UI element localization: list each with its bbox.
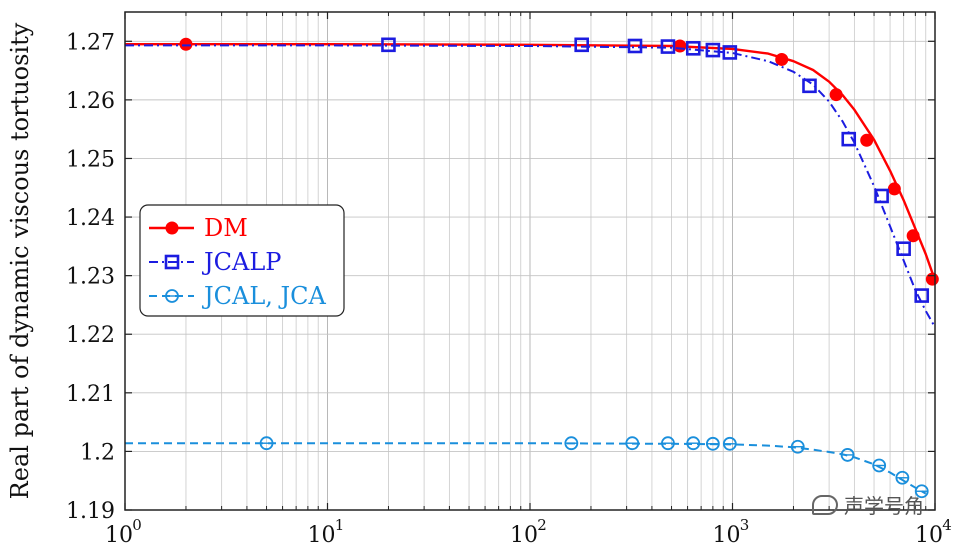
data-point: [179, 37, 193, 51]
x-tick-label: 10: [510, 523, 538, 548]
data-point: [887, 182, 901, 196]
legend-marker: [164, 254, 180, 270]
data-point: [259, 436, 274, 451]
data-point: [381, 37, 396, 53]
data-point: [790, 439, 805, 454]
watermark: 声学号角: [812, 490, 924, 519]
plot-series: [125, 37, 939, 499]
legend-label: JCAL, JCA: [201, 282, 326, 310]
data-point: [906, 229, 920, 243]
x-tick-exponent: 4: [942, 516, 952, 534]
data-point: [829, 88, 843, 102]
watermark-text: 声学号角: [844, 494, 924, 518]
y-tick-label: 1.25: [66, 147, 115, 172]
y-tick-label: 1.26: [66, 89, 115, 114]
series-2: [125, 436, 929, 499]
data-point: [722, 436, 737, 451]
data-point: [685, 41, 701, 56]
data-point: [661, 436, 675, 451]
y-tick-label: 1.23: [66, 265, 115, 290]
data-point: [896, 241, 911, 256]
data-point: [895, 470, 910, 485]
y-tick-label: 1.19: [66, 499, 115, 524]
x-tick-exponent: 2: [537, 516, 547, 534]
series-1: [125, 37, 936, 328]
data-point: [625, 436, 640, 451]
y-axis-label: Real part of dynamic viscous tortuosity: [6, 22, 34, 499]
data-point: [722, 45, 738, 60]
data-point: [660, 39, 676, 54]
data-point: [705, 42, 721, 58]
data-point: [872, 458, 887, 473]
x-tick-exponent: 0: [132, 516, 142, 534]
series-line: [125, 44, 936, 328]
data-point: [914, 288, 930, 303]
legend-label: JCALP: [201, 248, 281, 276]
data-point: [564, 436, 579, 451]
legend-marker: [165, 221, 179, 235]
data-point: [775, 52, 789, 66]
legend-box: [139, 204, 345, 317]
x-tick-exponent: 1: [335, 516, 345, 534]
data-point: [925, 272, 939, 286]
chat-bubble-icon: [812, 494, 838, 515]
data-point: [840, 448, 855, 462]
y-tick-label: 1.24: [66, 206, 115, 231]
y-tick-label: 1.21: [66, 382, 115, 407]
legend-marker: [165, 289, 179, 303]
y-tick-label: 1.22: [66, 323, 115, 348]
data-point: [914, 484, 929, 499]
x-tick-label: 10: [713, 523, 741, 548]
series-line: [125, 442, 927, 495]
data-point: [841, 131, 857, 147]
legend-label: DM: [204, 214, 248, 242]
ticks: 10 0 10 1 10 2 10 3 10 41.191.21.211.221.231.241.…: [66, 12, 952, 548]
data-point: [574, 37, 589, 53]
x-tick-label: 10: [308, 523, 336, 548]
x-tick-label: 10: [915, 523, 943, 548]
data-point: [874, 188, 889, 204]
x-tick-exponent: 3: [740, 516, 750, 534]
y-tick-label: 1.2: [80, 440, 115, 465]
grid: [125, 12, 935, 511]
legend: DM JCALP JCAL, JCA: [139, 204, 345, 317]
data-point: [802, 78, 817, 94]
x-tick-label: 10: [105, 523, 133, 548]
y-tick-label: 1.27: [66, 30, 115, 55]
data-point: [860, 133, 874, 147]
series-line: [125, 43, 937, 281]
data-point: [686, 436, 701, 451]
data-point: [673, 39, 687, 53]
data-point: [627, 38, 643, 54]
data-point: [705, 436, 720, 451]
